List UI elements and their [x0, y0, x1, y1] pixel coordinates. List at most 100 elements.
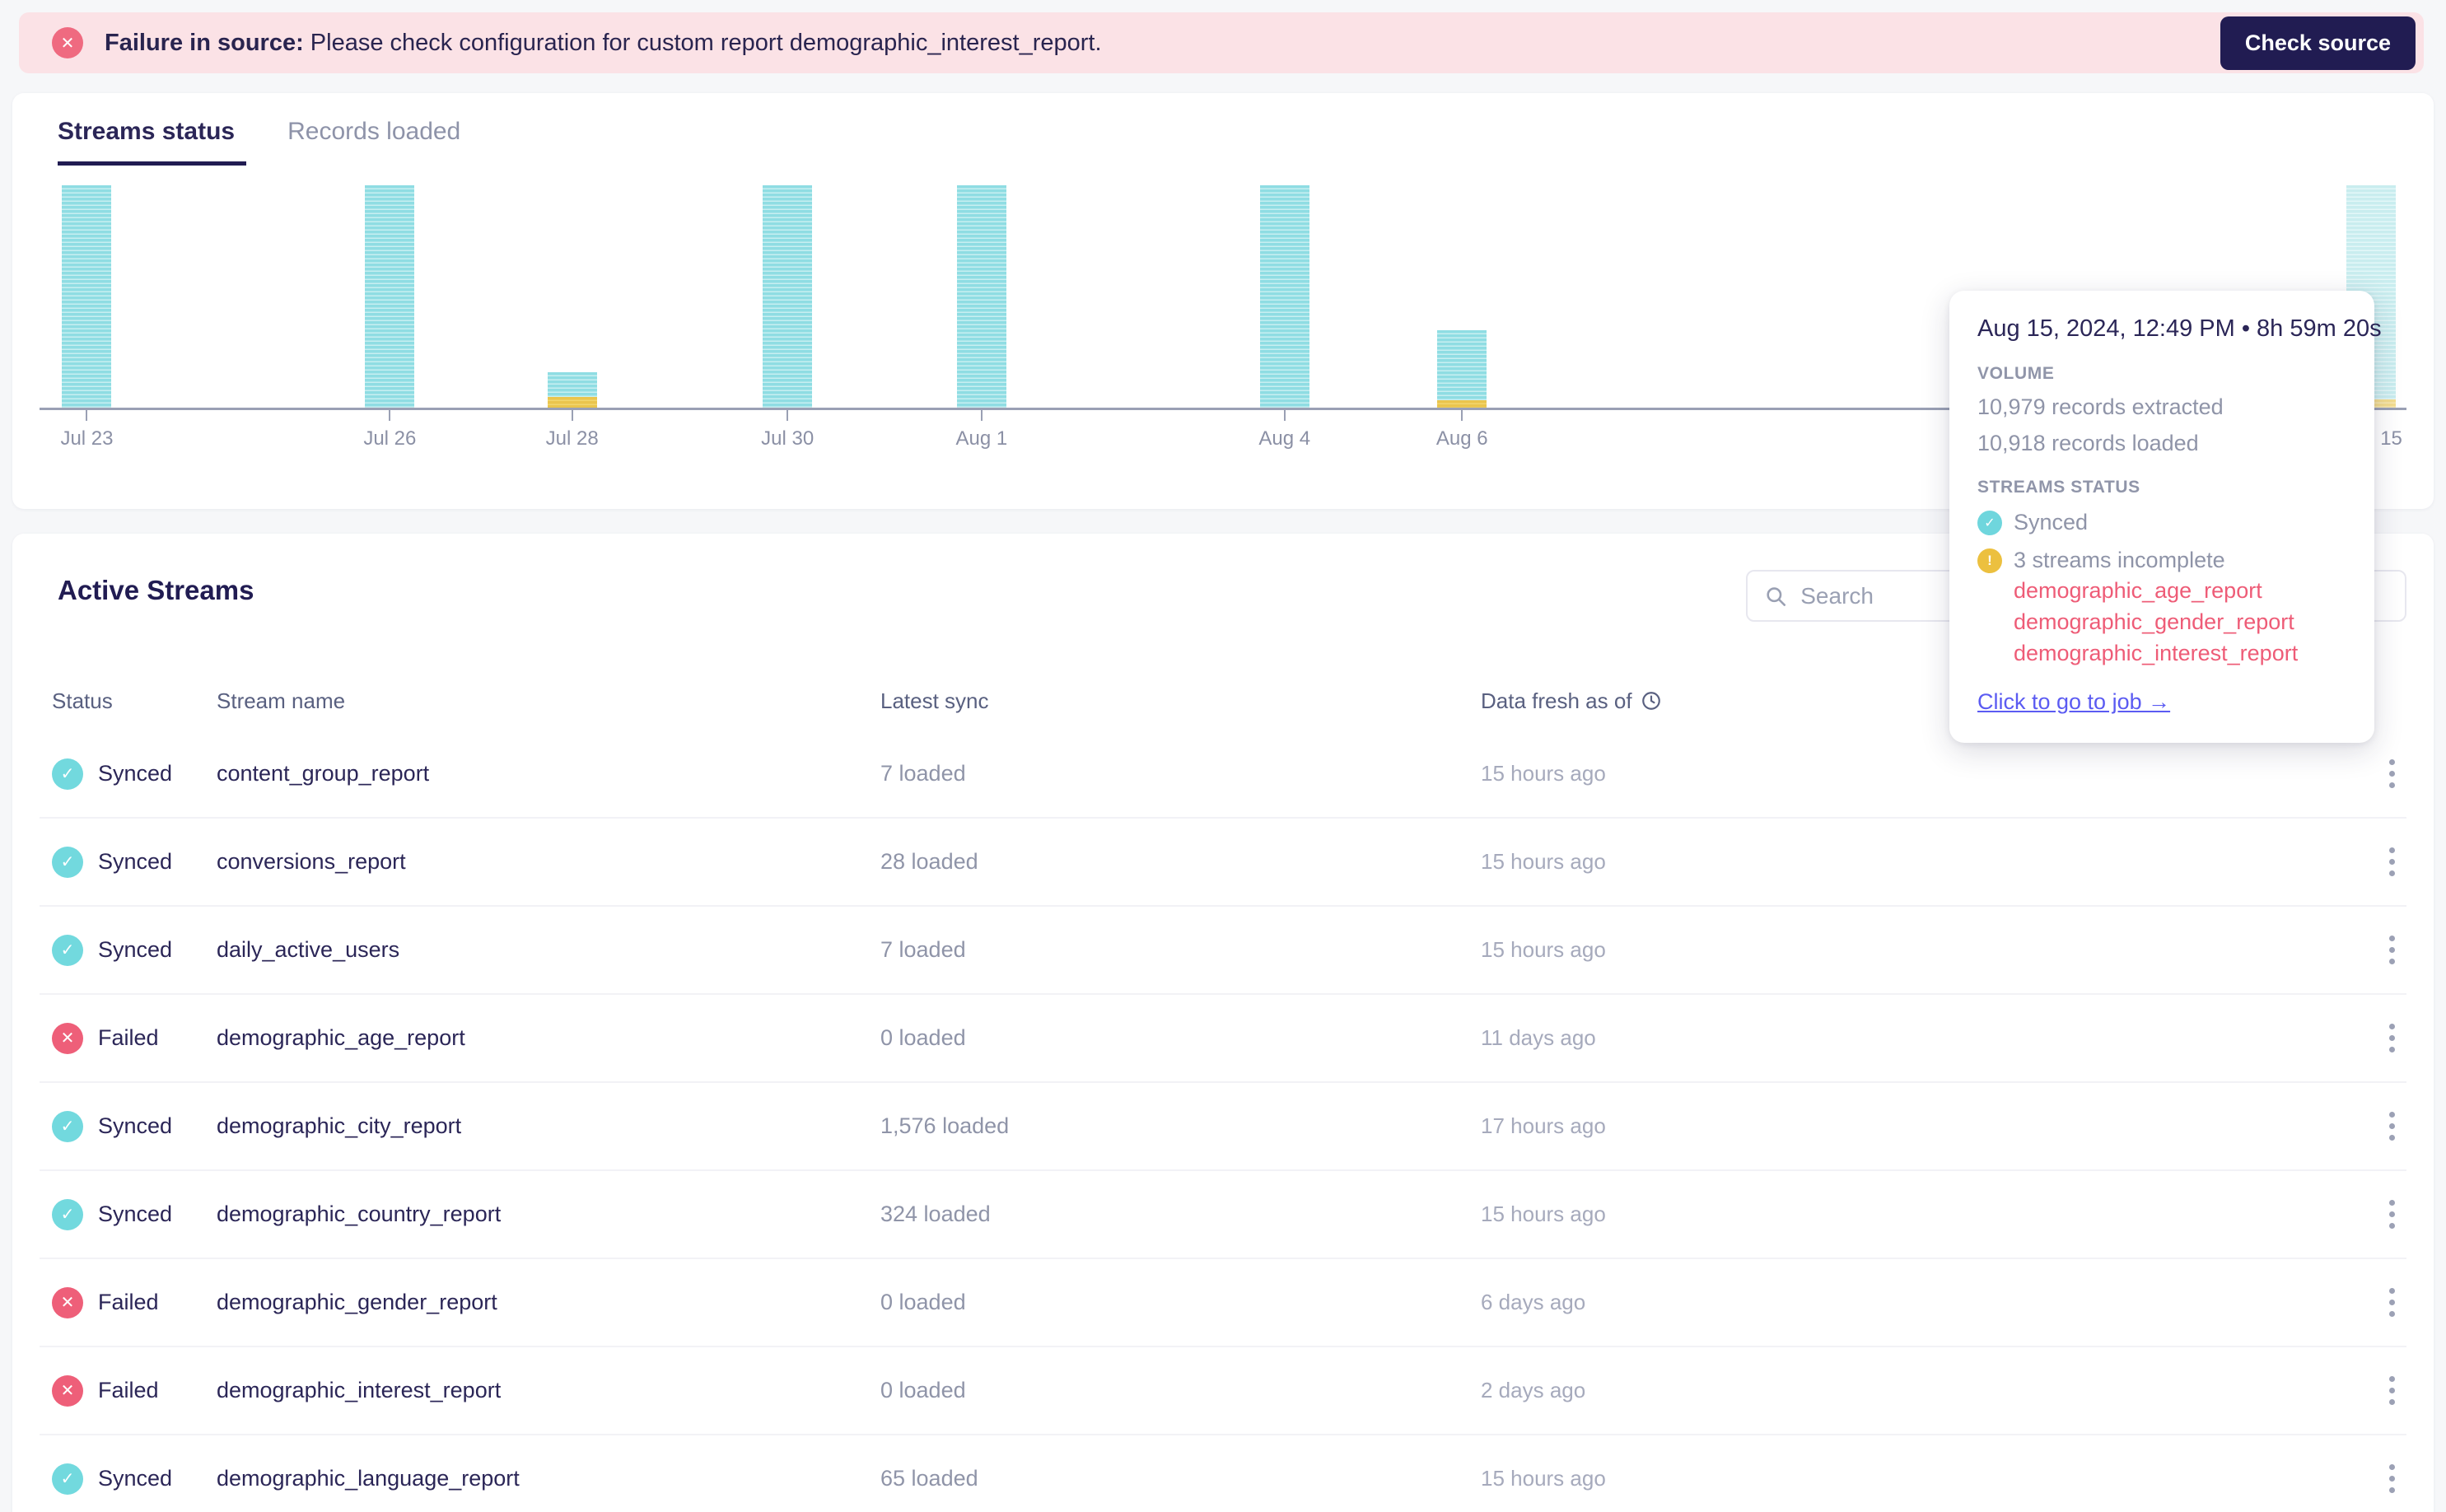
status-cell: ✓ Synced: [52, 846, 217, 878]
axis-tick: [787, 410, 789, 421]
column-header-data-fresh-as-of: Data fresh as of: [1481, 688, 2357, 714]
table-row-demographic-age-report: ✕ Failed demographic_age_report 0 loaded 11 …: [40, 995, 2406, 1083]
status-label: Synced: [98, 849, 173, 874]
latest-sync-value: 324 loaded: [880, 1202, 991, 1226]
stream-name: content_group_report: [217, 761, 430, 786]
axis-tick-label: Jul 28: [545, 427, 599, 450]
error-banner: ✕ Failure in source: Please check config…: [19, 12, 2424, 73]
latest-sync-value: 1,576 loaded: [880, 1113, 1010, 1138]
chart-bar-aug-1[interactable]: [956, 185, 1006, 408]
latest-sync-value: 28 loaded: [880, 849, 978, 874]
failed-stream-link-demographic-age-report[interactable]: demographic_age_report: [2014, 578, 2262, 603]
axis-tick-label: Aug 6: [1435, 427, 1488, 450]
latest-sync-value: 7 loaded: [880, 761, 966, 786]
bar-synced-segment: [62, 185, 112, 408]
bar-incomplete-segment: [1437, 399, 1487, 408]
clock-icon: [1641, 692, 1660, 710]
check-source-button[interactable]: Check source: [2220, 16, 2416, 70]
chart-bar-jul-26[interactable]: [365, 185, 415, 408]
row-menu-button[interactable]: [2383, 1105, 2402, 1147]
sync-bar-chart: [40, 185, 2406, 410]
table-row-conversions-report: ✓ Synced conversions_report 28 loaded 15 hou…: [40, 819, 2406, 907]
warning-icon: !: [1977, 548, 2002, 573]
chart-bar-jul-28[interactable]: [547, 371, 597, 408]
active-streams-title: Active Streams: [58, 575, 254, 605]
data-fresh-value: 15 hours ago: [1481, 1202, 1606, 1226]
table-header: Status Stream name Latest sync Data fresh a…: [40, 683, 2406, 719]
axis-tick-label: Aug 1: [955, 427, 1008, 450]
row-menu-button[interactable]: [2383, 1370, 2402, 1412]
error-message-bold: Failure in source:: [105, 29, 304, 56]
axis-tick: [389, 410, 391, 421]
row-menu-button[interactable]: [2383, 1017, 2402, 1059]
row-menu-button[interactable]: [2383, 841, 2402, 883]
data-fresh-value: 15 hours ago: [1481, 937, 1606, 962]
axis-tick-label: Jul 30: [761, 427, 815, 450]
bar-synced-segment: [1437, 329, 1487, 400]
table-row-demographic-gender-report: ✕ Failed demographic_gender_report 0 loaded…: [40, 1259, 2406, 1347]
data-fresh-value: 2 days ago: [1481, 1378, 1586, 1402]
data-fresh-value: 17 hours ago: [1481, 1113, 1606, 1138]
status-cell: ✓ Synced: [52, 1463, 217, 1495]
sync-tooltip: Aug 15, 2024, 12:49 PM • 8h 59m 20s VOLU…: [1949, 291, 2382, 743]
status-cell: ✕ Failed: [52, 1374, 217, 1407]
column-header-stream-name: Stream name: [217, 688, 346, 713]
tab-streams-status[interactable]: Streams status: [58, 118, 247, 166]
tooltip-status-label: STREAMS STATUS: [1977, 478, 2140, 497]
data-fresh-value: 15 hours ago: [1481, 849, 1606, 874]
row-menu-button[interactable]: [2383, 753, 2402, 795]
stream-name: demographic_city_report: [217, 1113, 462, 1138]
synced-check-icon: ✓: [1977, 510, 2002, 535]
status-label: Failed: [98, 1290, 159, 1314]
x-axis-line: [40, 408, 2406, 410]
stream-name: demographic_age_report: [217, 1025, 465, 1050]
search-icon: [1767, 586, 1786, 606]
failed-stream-link-demographic-interest-report[interactable]: demographic_interest_report: [2014, 641, 2299, 665]
synced-check-icon: ✓: [52, 1463, 83, 1495]
latest-sync-value: 7 loaded: [880, 937, 966, 962]
status-cell: ✓ Synced: [52, 1110, 217, 1142]
row-menu-button[interactable]: [2383, 1281, 2402, 1323]
tooltip-incomplete-label: 3 streams incomplete: [2014, 548, 2225, 572]
chart-bar-aug-6[interactable]: [1437, 329, 1487, 408]
tab-records-loaded[interactable]: Records loaded: [287, 118, 461, 145]
failed-stream-link-demographic-gender-report[interactable]: demographic_gender_report: [2014, 609, 2294, 634]
chart-bar-jul-30[interactable]: [763, 185, 813, 408]
table-row-content-group-report: ✓ Synced content_group_report 7 loaded 15 ho…: [40, 730, 2406, 819]
axis-tick-label: Jul 23: [60, 427, 114, 450]
synced-check-icon: ✓: [52, 758, 83, 790]
stream-name: demographic_gender_report: [217, 1290, 497, 1314]
table-row-daily-active-users: ✓ Synced daily_active_users 7 loaded 15 hour…: [40, 907, 2406, 995]
status-label: Synced: [98, 1113, 173, 1138]
chart-bar-jul-23[interactable]: [62, 185, 112, 408]
tooltip-records-loaded: 10,918 records loaded: [1977, 431, 2199, 455]
synced-check-icon: ✓: [52, 934, 83, 966]
go-to-job-link[interactable]: Click to go to job →: [1977, 689, 2171, 714]
table-row-demographic-language-report: ✓ Synced demographic_language_report 65 loa…: [40, 1435, 2406, 1512]
failed-x-icon: ✕: [52, 1286, 83, 1318]
data-fresh-value: 15 hours ago: [1481, 761, 1606, 786]
table-row-demographic-interest-report: ✕ Failed demographic_interest_report 0 load…: [40, 1347, 2406, 1435]
status-cell: ✓ Synced: [52, 934, 217, 966]
synced-check-icon: ✓: [52, 1198, 83, 1230]
row-menu-button[interactable]: [2383, 929, 2402, 971]
data-fresh-value: 6 days ago: [1481, 1290, 1586, 1314]
bar-synced-segment: [365, 185, 415, 408]
axis-tick: [1461, 410, 1463, 421]
tooltip-records-extracted: 10,979 records extracted: [1977, 394, 2224, 419]
row-menu-button[interactable]: [2383, 1193, 2402, 1235]
axis-tick-label: Jul 26: [363, 427, 417, 450]
chart-bar-aug-4[interactable]: [1259, 185, 1309, 408]
row-menu-button[interactable]: [2383, 1458, 2402, 1500]
bar-incomplete-segment: [547, 396, 597, 408]
error-circle-icon: ✕: [52, 27, 83, 58]
table-body: ✓ Synced content_group_report 7 loaded 15 ho…: [40, 730, 2406, 1512]
tooltip-title: Aug 15, 2024, 12:49 PM • 8h 59m 20s: [1977, 315, 2382, 342]
synced-check-icon: ✓: [52, 1110, 83, 1142]
stream-name: demographic_language_report: [217, 1466, 520, 1491]
status-cell: ✓ Synced: [52, 1198, 217, 1230]
axis-tick: [571, 410, 573, 421]
status-cell: ✕ Failed: [52, 1286, 217, 1318]
stream-name: demographic_country_report: [217, 1202, 502, 1226]
failed-x-icon: ✕: [52, 1022, 83, 1054]
